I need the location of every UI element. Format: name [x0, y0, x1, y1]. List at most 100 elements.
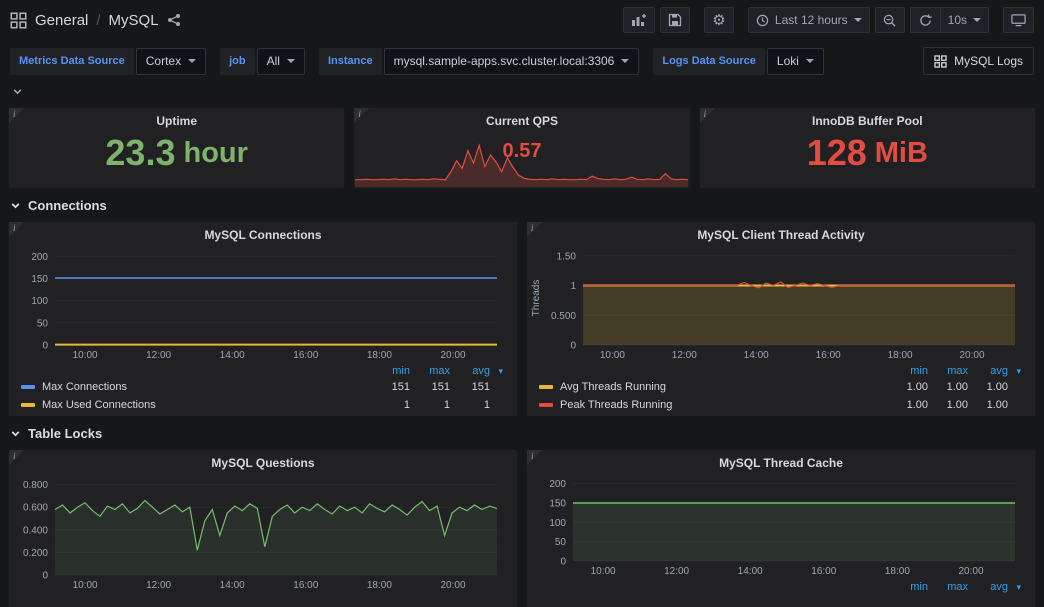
series-color-swatch[interactable]	[539, 385, 553, 389]
panel-title[interactable]: InnoDB Buffer Pool	[811, 114, 923, 128]
graph-canvas[interactable]: 0 50 100 150 200 10:00 12:00 14:00 16:00 18:00 20:…	[11, 245, 511, 361]
svg-text:0: 0	[42, 341, 48, 352]
variable-value-dropdown[interactable]: All	[256, 47, 305, 75]
variable-value-dropdown[interactable]: mysql.sample-apps.svc.cluster.local:3306	[383, 47, 640, 75]
submenu: Metrics Data Source Cortex job All Insta…	[0, 40, 1044, 78]
graph-canvas[interactable]: 0 0.500 1 1.50 10:00 12:00 14:00 16:00 18:00 20:0…	[529, 245, 1029, 361]
panel-title[interactable]: MySQL Questions	[211, 456, 315, 470]
svg-text:1.50: 1.50	[557, 251, 577, 262]
section-connections[interactable]: Connections	[0, 189, 1044, 216]
svg-text:0: 0	[42, 571, 48, 582]
svg-text:20:00: 20:00	[959, 350, 984, 361]
time-range-label: Last 12 hours	[774, 13, 848, 27]
breadcrumb-section[interactable]: General	[35, 11, 89, 29]
legend-sort-caret[interactable]: ▾	[1016, 581, 1021, 592]
svg-text:150: 150	[549, 499, 566, 510]
series-max: 1.00	[946, 381, 968, 393]
svg-text:10:00: 10:00	[600, 350, 625, 361]
chevron-down-icon	[12, 86, 23, 97]
panel-info-icon[interactable]: i	[354, 108, 370, 124]
graph-canvas[interactable]: 0 0.200 0.400 0.600 0.800 10:00 12:00 14:00 16:0…	[11, 473, 511, 591]
legend-sort-caret[interactable]: ▾	[498, 365, 503, 376]
svg-text:16:00: 16:00	[816, 350, 841, 361]
section-table-locks[interactable]: Table Locks	[0, 417, 1044, 444]
mysql-logs-button[interactable]: MySQL Logs	[923, 47, 1034, 75]
panel-title[interactable]: Current QPS	[485, 114, 558, 128]
series-label[interactable]: Max Connections	[42, 381, 127, 393]
legend-col-min[interactable]: min	[910, 364, 928, 377]
refresh-button[interactable]	[909, 7, 940, 33]
series-max: 151	[431, 381, 450, 393]
graph-canvas[interactable]: 0 50 100 150 200 10:00 12:00 14:00 16:00 18:00 20:…	[529, 473, 1029, 577]
legend-col-avg[interactable]: avg	[472, 364, 490, 377]
legend-col-min[interactable]: min	[392, 364, 410, 377]
series-color-swatch[interactable]	[21, 403, 35, 407]
series-avg: 1.00	[986, 381, 1008, 393]
series-color-swatch[interactable]	[21, 385, 35, 389]
variable-value-dropdown[interactable]: Cortex	[135, 47, 207, 75]
series-color-swatch[interactable]	[539, 403, 553, 407]
svg-text:12:00: 12:00	[146, 580, 171, 591]
series-label[interactable]: Peak Threads Running	[560, 399, 673, 411]
clock-icon	[756, 14, 769, 27]
panel-title[interactable]: Uptime	[156, 114, 197, 128]
cycle-view-button[interactable]	[1003, 7, 1034, 33]
panel-info-icon[interactable]: i	[9, 222, 25, 238]
svg-text:200: 200	[31, 252, 48, 263]
zoom-out-button[interactable]	[874, 7, 905, 33]
svg-text:14:00: 14:00	[220, 580, 245, 591]
stat-value-buffer-pool: 128 MiB	[806, 132, 928, 173]
gear-icon: ⚙	[712, 11, 726, 29]
svg-text:20:00: 20:00	[440, 580, 465, 591]
legend-col-avg[interactable]: avg	[990, 580, 1008, 593]
series-label[interactable]: Avg Threads Running	[560, 381, 666, 393]
variable-job: job All	[220, 47, 305, 75]
legend-sort-caret[interactable]: ▾	[1016, 365, 1021, 376]
breadcrumb-page[interactable]: MySQL	[108, 11, 159, 29]
time-range-picker[interactable]: Last 12 hours	[747, 7, 870, 33]
svg-text:150: 150	[31, 274, 48, 285]
panel-title[interactable]: MySQL Connections	[204, 228, 322, 242]
svg-text:18:00: 18:00	[367, 350, 392, 361]
series-min: 1.00	[906, 399, 928, 411]
svg-text:0.400: 0.400	[23, 525, 48, 536]
dashboard-settings-button[interactable]: ⚙	[703, 7, 734, 33]
legend-col-min[interactable]: min	[910, 580, 928, 593]
legend-item[interactable]: Max Used Connections 1 1 1	[21, 396, 503, 414]
legend-col-max[interactable]: max	[947, 364, 968, 377]
stat-value-uptime: 23.3 hour	[105, 132, 248, 173]
panel-info-icon[interactable]: i	[699, 108, 716, 124]
dashboards-grid-icon[interactable]	[10, 12, 27, 29]
svg-text:14:00: 14:00	[220, 350, 245, 361]
variable-label: Instance	[318, 47, 382, 75]
mysql-logs-label: MySQL Logs	[954, 54, 1023, 68]
legend-col-max[interactable]: max	[947, 580, 968, 593]
panel-info-icon[interactable]: i	[9, 450, 25, 466]
panel-info-icon[interactable]: i	[9, 108, 25, 124]
legend-col-avg[interactable]: avg	[990, 364, 1008, 377]
share-icon[interactable]	[167, 13, 181, 27]
row-collapse-toggle[interactable]	[0, 78, 40, 101]
add-panel-button[interactable]	[622, 7, 655, 33]
panel-info-icon[interactable]: i	[527, 222, 543, 238]
save-dashboard-button[interactable]	[659, 7, 690, 33]
legend-item[interactable]: Peak Threads Running 1.00 1.00 1.00	[539, 396, 1021, 414]
panel-title[interactable]: MySQL Thread Cache	[719, 456, 843, 470]
variable-value-dropdown[interactable]: Loki	[766, 47, 824, 75]
chevron-down-icon	[853, 18, 862, 22]
panel-info-icon[interactable]: i	[527, 450, 543, 466]
legend-item[interactable]: Max Connections 151 151 151	[21, 378, 503, 396]
svg-text:10:00: 10:00	[73, 580, 98, 591]
panel-mysql-questions: i MySQL Questions 0 0.200 0.400 0.600 0.800 1…	[8, 449, 518, 607]
legend-col-max[interactable]: max	[429, 364, 450, 377]
chevron-down-icon	[10, 428, 21, 439]
graph-legend: min max avg ▾ Avg Threads Running 1.00 1.00 1.0…	[527, 361, 1035, 416]
zoom-out-icon	[883, 14, 896, 27]
breadcrumb: General / MySQL	[10, 12, 181, 29]
series-avg: 1	[483, 399, 490, 411]
refresh-interval-picker[interactable]: 10s	[939, 7, 989, 33]
legend-item[interactable]: Avg Threads Running 1.00 1.00 1.00	[539, 378, 1021, 396]
section-title: Connections	[28, 198, 107, 213]
panel-title[interactable]: MySQL Client Thread Activity	[697, 228, 865, 242]
series-label[interactable]: Max Used Connections	[42, 399, 156, 411]
